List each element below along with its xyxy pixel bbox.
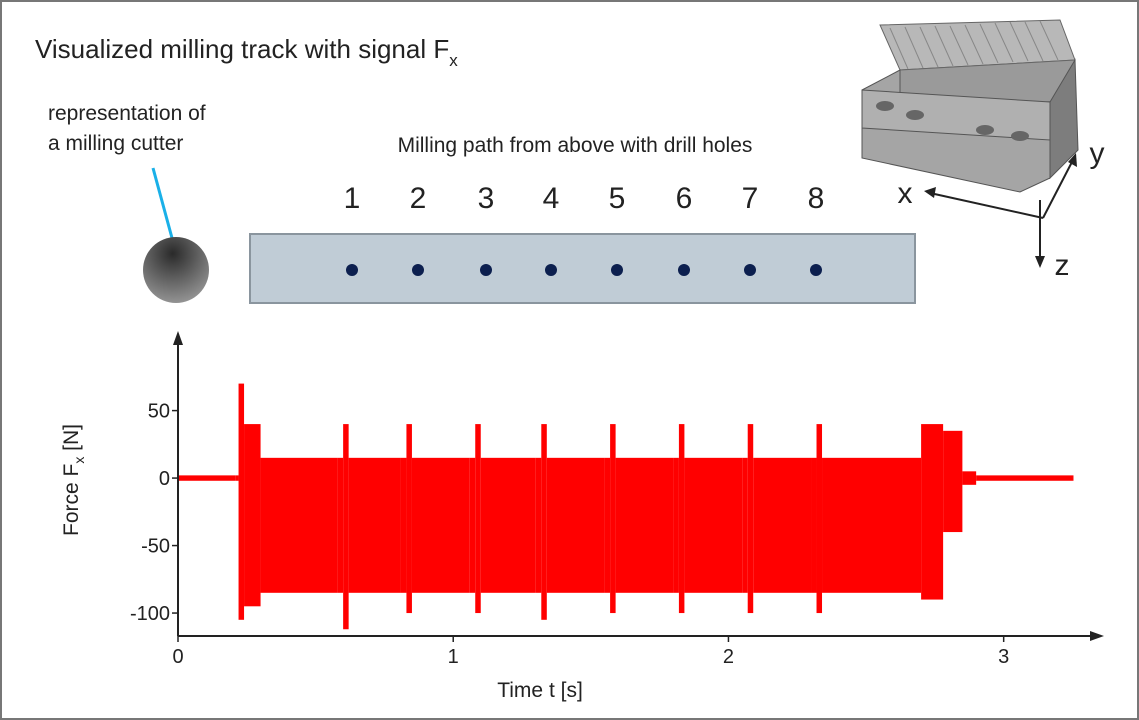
hole-number: 8	[808, 182, 825, 215]
signal-band	[535, 457, 542, 593]
x-axis-label: Time t [s]	[497, 679, 583, 702]
signal-band	[411, 457, 470, 593]
signal-band	[673, 457, 679, 593]
drill-hole	[678, 264, 690, 276]
signal-band	[1072, 475, 1074, 481]
x-tick-label: 1	[448, 646, 459, 668]
axis-3d-label: y	[1090, 137, 1105, 170]
signal-band	[822, 457, 922, 593]
x-tick-label: 3	[998, 646, 1009, 668]
path-label: Milling path from above with drill holes	[398, 134, 753, 157]
signal-band	[260, 457, 338, 593]
hole-number: 7	[742, 182, 759, 215]
drill-hole	[480, 264, 492, 276]
signal-band	[811, 457, 817, 593]
hole-number: 5	[609, 182, 626, 215]
title-subscript: x	[449, 51, 458, 70]
signal-band	[480, 457, 536, 593]
signal-band	[244, 424, 261, 607]
cutter-label: representation of	[48, 102, 206, 125]
drill-hole	[810, 264, 822, 276]
signal-band	[235, 475, 239, 481]
y-tick-label: 50	[148, 401, 170, 423]
signal-band	[406, 424, 412, 614]
signal-band	[753, 457, 812, 593]
signal-band	[343, 424, 349, 630]
x-tick-label: 0	[172, 646, 183, 668]
y-label-subscript: x	[71, 457, 87, 464]
hole-number: 4	[543, 182, 560, 215]
signal-band	[943, 430, 963, 533]
drill-hole	[611, 264, 623, 276]
x-tick-label: 2	[723, 646, 734, 668]
title: Visualized milling track with signal Fx	[35, 34, 458, 70]
signal-band	[238, 383, 245, 620]
hole-number: 2	[410, 182, 427, 215]
signal-band	[541, 424, 547, 620]
signal-band	[742, 457, 748, 593]
signal-band	[546, 457, 605, 593]
signal-band	[469, 457, 476, 593]
signal-band	[747, 424, 754, 614]
signal-band	[348, 457, 401, 593]
signal-band	[921, 424, 944, 600]
signal-band	[400, 457, 407, 593]
hole-number: 1	[344, 182, 361, 215]
x-axis-arrow	[1090, 631, 1104, 641]
signal-band	[178, 475, 236, 481]
hole-number: 6	[676, 182, 693, 215]
axes-3d	[924, 153, 1077, 268]
drill-hole	[744, 264, 756, 276]
signal-band	[684, 457, 743, 593]
cutter-label: a milling cutter	[48, 132, 183, 155]
signal-band	[816, 424, 823, 614]
signal-band	[976, 475, 1073, 481]
signal-band	[962, 471, 977, 485]
signal-band	[678, 424, 685, 614]
signal-band	[475, 424, 481, 614]
milling-path	[249, 233, 916, 304]
axis-3d-label: x	[898, 177, 913, 210]
title-text: Visualized milling track with signal F	[35, 34, 449, 64]
signal-band	[337, 457, 344, 593]
drill-hole	[346, 264, 358, 276]
pointer	[151, 167, 174, 239]
signal-band	[610, 424, 616, 614]
milling-cutter	[143, 237, 209, 303]
drill-hole	[412, 264, 424, 276]
axis-3d-label: z	[1055, 249, 1070, 282]
hole-number: 3	[478, 182, 495, 215]
signal-band	[604, 457, 611, 593]
y-axis-arrow	[173, 331, 183, 345]
workpiece	[861, 19, 1079, 193]
y-axis-label: Force Fx [N]	[60, 424, 87, 536]
y-tick-label: -50	[141, 536, 170, 558]
y-label-suffix: [N]	[60, 424, 83, 457]
y-tick-label: -100	[130, 603, 170, 625]
y-label-text: Force F	[60, 464, 83, 536]
drill-hole	[545, 264, 557, 276]
signal-band	[615, 457, 674, 593]
y-tick-label: 0	[159, 468, 170, 490]
